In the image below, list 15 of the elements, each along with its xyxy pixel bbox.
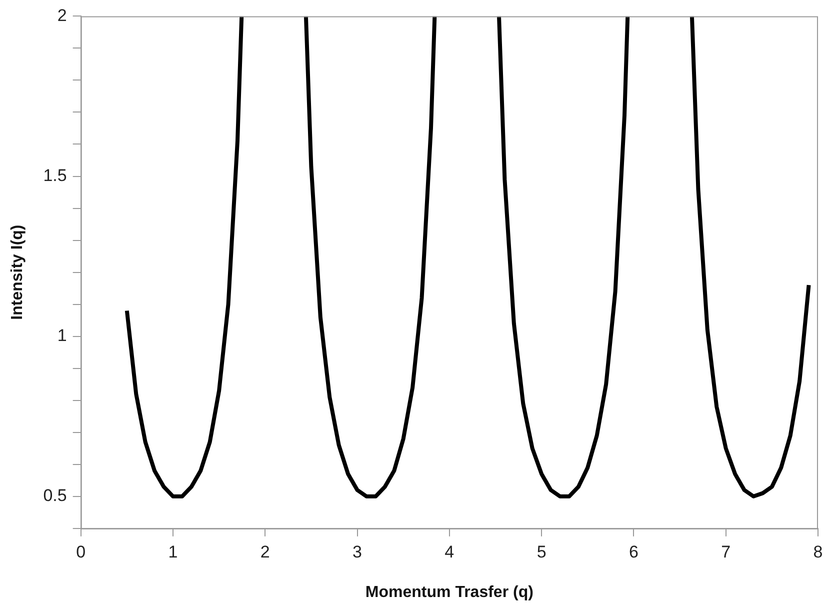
- y-tick-label: 0.5: [43, 486, 67, 506]
- x-tick-label: 1: [168, 542, 178, 562]
- y-tick-label: 1.5: [43, 166, 67, 185]
- x-axis-title: Momentum Trasfer (q): [365, 584, 534, 601]
- x-tick-label: 4: [444, 542, 454, 562]
- x-tick-label: 5: [536, 542, 546, 562]
- x-tick-label: 8: [813, 542, 823, 562]
- y-axis-title: Intensity I(q): [9, 224, 26, 320]
- x-tick-label: 7: [721, 542, 731, 562]
- x-tick-label: 3: [352, 542, 362, 562]
- y-tick-label: 1: [57, 326, 67, 346]
- x-tick-label: 0: [76, 542, 86, 562]
- x-tick-label: 2: [260, 542, 270, 562]
- y-tick-label: 2: [57, 6, 67, 25]
- x-tick-label: 6: [628, 542, 638, 562]
